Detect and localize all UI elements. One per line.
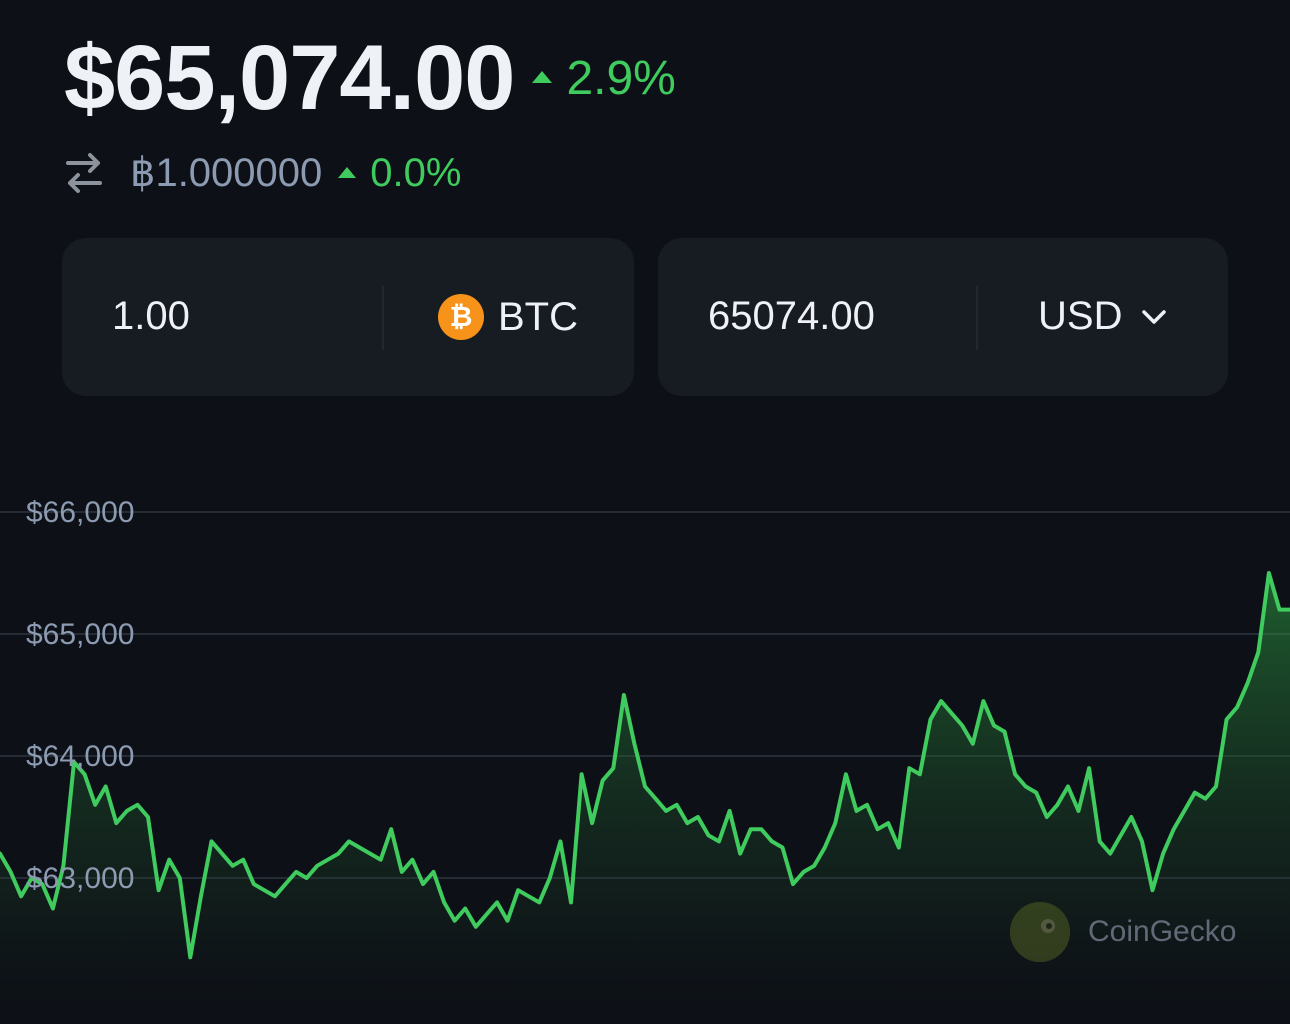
swap-arrows-icon[interactable]: [64, 151, 104, 195]
btc-change-value: 0.0%: [370, 150, 462, 195]
btc-change: 0.0%: [338, 151, 461, 196]
y-axis-tick-label: $66,000: [26, 496, 134, 529]
from-converter-card: 1.00 ₿ BTC: [62, 238, 634, 396]
to-amount-input[interactable]: 65074.00: [708, 294, 875, 338]
chevron-down-icon: [1142, 309, 1167, 324]
price-change-value: 2.9%: [566, 51, 676, 105]
coingecko-watermark: CoinGecko: [1010, 902, 1236, 962]
chart-price-line: [0, 571, 1290, 960]
y-axis-tick-label: $64,000: [26, 740, 134, 773]
price-header: $65,074.00 2.9%: [64, 28, 676, 128]
btc-value: ฿1.000000: [130, 151, 323, 195]
price-change: 2.9%: [532, 51, 676, 106]
bitcoin-icon: ₿: [438, 294, 484, 340]
triangle-up-icon: [532, 71, 553, 83]
divider: [976, 286, 978, 350]
triangle-up-icon: [338, 166, 357, 178]
price-chart: $66,000 $65,000 $64,000 $63,000: [0, 496, 1290, 1024]
from-amount-input[interactable]: 1.00: [112, 294, 190, 338]
current-price: $65,074.00: [64, 27, 515, 129]
btc-conversion-row: ฿1.000000 0.0%: [64, 148, 461, 198]
from-currency: ₿ BTC: [438, 294, 578, 340]
chart-area-fill: [0, 573, 1290, 1024]
divider: [382, 286, 384, 350]
from-currency-label: BTC: [498, 294, 578, 339]
to-currency-select[interactable]: USD: [1038, 294, 1168, 339]
coingecko-logo-icon: [1010, 902, 1070, 962]
watermark-text: CoinGecko: [1088, 915, 1237, 948]
y-axis-tick-label: $63,000: [26, 862, 134, 895]
to-converter-card: 65074.00 USD: [658, 238, 1228, 396]
to-currency-label: USD: [1038, 294, 1123, 338]
y-axis-tick-label: $65,000: [26, 618, 134, 651]
